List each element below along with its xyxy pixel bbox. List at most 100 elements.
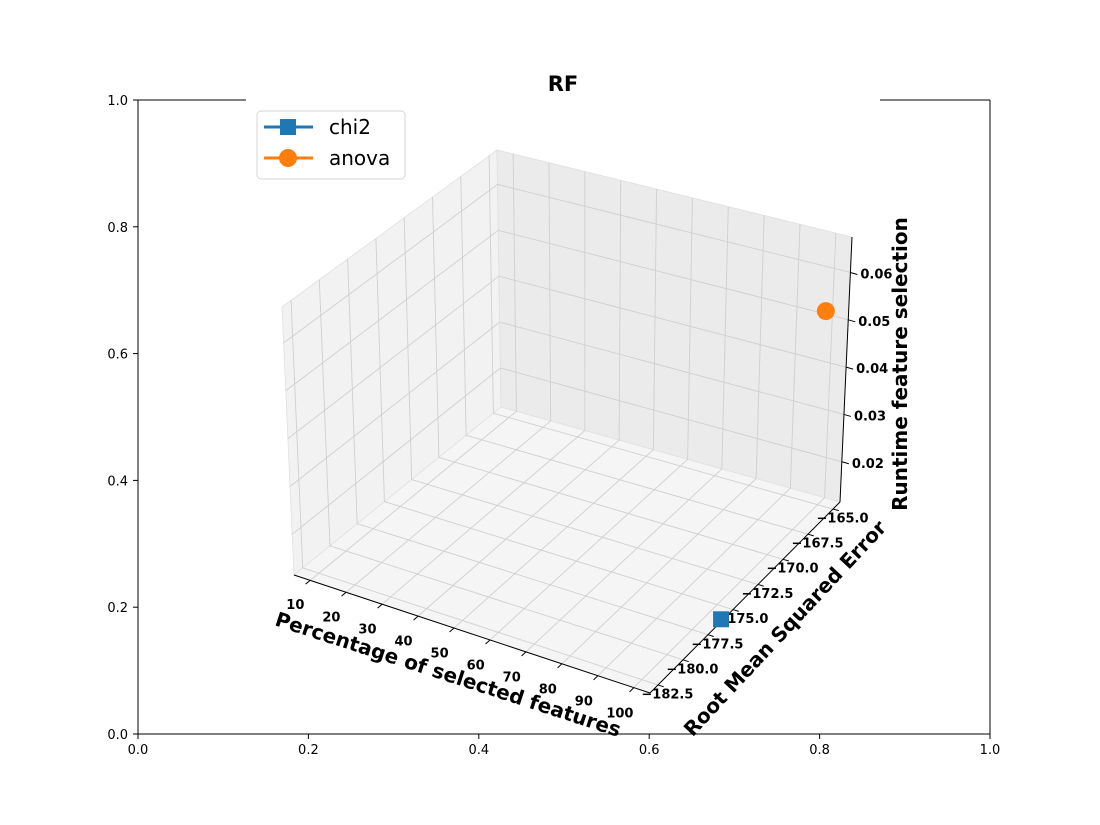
- grid-line-y: [375, 238, 734, 610]
- outer-x-tick-label: 0.8: [809, 743, 830, 758]
- legend-label: anova: [329, 146, 390, 170]
- y-tick-mark: [807, 533, 814, 537]
- outer-x-tick-label: 0.2: [298, 743, 319, 758]
- grid-line-y: [488, 155, 834, 510]
- outer-y-tick-label: 0.2: [107, 601, 128, 616]
- x-tick-label: 90: [575, 694, 593, 709]
- x-tick-mark: [629, 687, 635, 693]
- y-tick-label: −177.5: [691, 637, 743, 652]
- grid-line-x: [417, 180, 622, 617]
- grid-lines: [283, 153, 851, 688]
- x-tick-label: 70: [503, 670, 521, 685]
- x-tick-mark: [485, 639, 491, 645]
- grid-line-x: [381, 171, 586, 605]
- data-point-anova: [816, 302, 835, 321]
- y-tick-mark: [707, 634, 714, 637]
- data-marks: [713, 302, 835, 628]
- x-tick-mark: [377, 603, 383, 609]
- grid-line-z: [285, 229, 849, 392]
- grid-line-x: [345, 162, 552, 593]
- z-tick-mark: [845, 366, 854, 370]
- z-tick-label: 0.04: [856, 362, 888, 377]
- z-tick-label: 0.05: [858, 315, 890, 330]
- grid-line-z: [287, 275, 847, 439]
- z-tick-label: 0.06: [860, 267, 892, 282]
- z-tick-mark: [841, 461, 849, 465]
- y-tick-label: −170.0: [766, 562, 818, 577]
- outer-x-tick-label: 0.0: [128, 743, 149, 758]
- grid-line-x: [309, 153, 517, 581]
- y-tick-mark: [832, 508, 839, 512]
- y-tick-label: −172.5: [741, 587, 793, 602]
- grid-line-x: [561, 215, 765, 665]
- legend: chi2 anova: [256, 110, 406, 180]
- grid-line-x: [633, 233, 837, 688]
- y-tick-label: −167.5: [792, 537, 844, 552]
- grid-line-y: [403, 217, 759, 585]
- x-tick-label: 40: [394, 634, 412, 649]
- z-tick-label: 0.02: [852, 457, 884, 472]
- x-tick-mark: [521, 651, 527, 657]
- grid-line-y: [347, 259, 709, 636]
- outer-y-tick-label: 0.6: [107, 348, 128, 363]
- y-tick-label: −180.0: [666, 663, 718, 678]
- grid-line-z: [289, 321, 845, 487]
- x-tick-label: 10: [286, 598, 304, 613]
- x-axis-line: [293, 574, 651, 694]
- grid-line-x: [453, 189, 658, 629]
- legend-swatch-square: [280, 119, 296, 135]
- x-tick-mark: [593, 675, 599, 681]
- data-point-chi2: [713, 611, 730, 628]
- legend-swatch-circle: [279, 149, 297, 167]
- y-tick-mark: [782, 558, 789, 562]
- grid-line-y: [432, 197, 784, 560]
- y-tick-mark: [657, 684, 664, 688]
- grid-line-z: [283, 183, 851, 344]
- x-tick-label: 20: [322, 610, 340, 625]
- outer-x-tick-label: 0.4: [468, 743, 489, 758]
- x-tick-mark: [341, 591, 347, 597]
- y-tick-label: −182.5: [641, 688, 693, 703]
- y-tick-mark: [682, 659, 689, 663]
- grid-line-y: [460, 176, 809, 535]
- grid-line-z: [291, 367, 842, 535]
- grid-line-x: [489, 197, 693, 641]
- outer-x-tick-label: 0.6: [639, 743, 660, 758]
- z-tick-mark: [850, 272, 858, 275]
- x-tick-mark: [449, 627, 455, 633]
- z-axis-line: [839, 236, 853, 503]
- x-tick-label: 30: [358, 622, 376, 637]
- x-tick-label: 80: [539, 682, 557, 697]
- x-tick-label: 60: [467, 658, 485, 673]
- y-tick-mark: [732, 609, 739, 612]
- x-tick-label: 100: [606, 707, 633, 722]
- legend-item-chi2: chi2: [264, 115, 371, 139]
- outer-x-tick-label: 1.0: [980, 743, 1001, 758]
- axis-ticks-3d: 10 20 30 40 50 60 70 80 90 100 −182.5 −180.0 −177.5 −…: [286, 267, 892, 721]
- legend-item-anova: anova: [264, 146, 390, 170]
- y-tick-mark: [757, 583, 764, 587]
- outer-y-tick-label: 0.8: [107, 221, 128, 236]
- grid-line-x: [525, 206, 729, 653]
- z-axis-label: Runtime feature selection: [888, 217, 912, 511]
- y-tick-label: −165.0: [817, 511, 869, 526]
- grid-line-y: [290, 300, 659, 686]
- grid-line-x: [597, 224, 801, 677]
- y-tick-label: −175.0: [716, 612, 768, 627]
- outer-y-tick-label: 1.0: [107, 94, 128, 109]
- chart-title: RF: [548, 72, 579, 96]
- outer-axes-frame: [137, 99, 991, 735]
- x-tick-label: 50: [431, 646, 449, 661]
- x-tick-mark: [305, 579, 311, 585]
- outer-y-tick-label: 0.4: [107, 474, 128, 489]
- legend-label: chi2: [329, 115, 371, 139]
- grid-line-y: [318, 279, 684, 661]
- z-tick-label: 0.03: [854, 409, 886, 424]
- outer-axes-ticks: 0.0 0.2 0.4 0.6 0.8 1.0 0.0 0.2 0.4 0.6 0.8 1.0: [107, 94, 1000, 758]
- z-tick-mark: [848, 319, 856, 323]
- x-tick-mark: [557, 663, 563, 669]
- z-tick-mark: [843, 413, 852, 417]
- x-tick-mark: [413, 615, 419, 621]
- outer-y-tick-label: 0.0: [107, 728, 128, 743]
